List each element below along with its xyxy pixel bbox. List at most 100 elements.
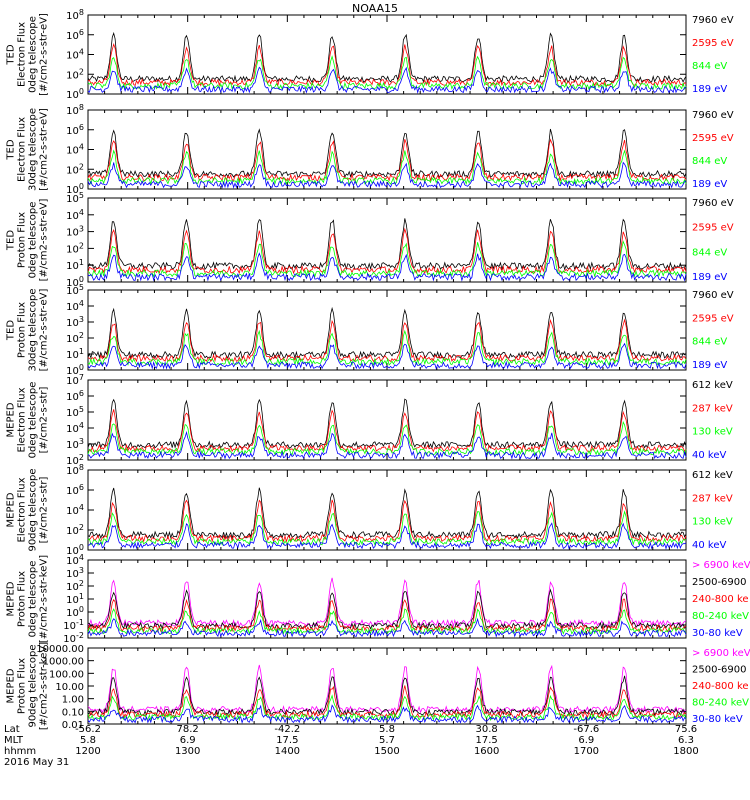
y-tick-label: 102 <box>66 453 84 467</box>
y-axis-title: MEPEDProton Flux90deg telescope[#/cm2-s-… <box>6 642 50 730</box>
y-tick-label: 1000.00 <box>43 657 84 668</box>
x-tick-label-hhmm: 1200 <box>75 746 100 757</box>
legend-entry: > 6900 keV <box>692 648 750 659</box>
legend-entry: 240-800 ke <box>692 681 749 692</box>
y-tick-label: 101 <box>66 347 84 361</box>
series-trace-5 <box>87 704 687 724</box>
legend-entry: 2500-6900 <box>692 665 747 676</box>
legend-entry: 189 eV <box>692 272 727 283</box>
figure-title: NOAA15 <box>352 2 398 15</box>
y-tick-label: 102 <box>66 241 84 255</box>
y-tick-label: 100.00 <box>49 669 84 680</box>
series-trace-2 <box>87 409 687 453</box>
x-tick-label-mlt: 6.3 <box>678 735 694 746</box>
x-tick-label-lat: -67.6 <box>573 724 599 735</box>
x-tick-label-mlt: 5.8 <box>80 735 96 746</box>
y-axis-title: MEPEDProton Flux0deg telescope[#/cm2-s-s… <box>6 555 50 643</box>
series-trace-3 <box>87 598 687 633</box>
panel-5: 107 106 105 104 103 102 MEPEDElectron Flux0deg… <box>6 373 733 467</box>
series-trace-2 <box>87 675 687 717</box>
legend-entry: 287 keV <box>692 403 733 414</box>
y-axis-title: TEDProton Flux0deg telescope[#/cm2-s-str… <box>6 199 50 282</box>
legend-entry: 30-80 keV <box>692 714 743 725</box>
y-tick-label: 1.00 <box>62 695 84 706</box>
y-tick-label: 0.10 <box>62 707 84 718</box>
legend-entry: > 6900 keV <box>692 560 750 571</box>
y-tick-label: 100 <box>66 543 84 557</box>
y-tick-label: 104 <box>66 208 84 222</box>
x-tick-label-hhmm: 1400 <box>275 746 300 757</box>
series-trace-3 <box>87 685 687 719</box>
legend-entry: 2595 eV <box>692 38 734 49</box>
x-row-label-hhmm: hhmm <box>4 746 36 757</box>
y-tick-label: 100 <box>66 275 84 289</box>
series-trace-1 <box>87 398 687 450</box>
y-tick-label: 104 <box>66 299 84 313</box>
legend-entry: 80-240 keV <box>692 611 749 622</box>
x-tick-label-lat: 30.8 <box>476 724 498 735</box>
y-tick-label: 102 <box>66 162 84 176</box>
series-trace-1 <box>87 218 687 271</box>
legend-entry: 80-240 keV <box>692 698 749 709</box>
series-trace-3 <box>87 55 687 91</box>
x-tick-label-lat: -56.2 <box>75 724 101 735</box>
series-trace-4 <box>87 342 687 370</box>
x-row-label-lat: Lat <box>4 724 20 735</box>
series-trace-3 <box>87 240 687 278</box>
legend-entry: 2595 eV <box>692 133 734 144</box>
x-tick-label-hhmm: 1600 <box>474 746 499 757</box>
series-trace-4 <box>87 430 687 460</box>
series-trace-1 <box>87 577 687 628</box>
y-tick-label: 108 <box>66 463 84 477</box>
series-trace-2 <box>87 42 687 87</box>
legend-entry: 7960 eV <box>692 198 734 209</box>
legend-entry: 7960 eV <box>692 290 734 301</box>
legend-entry: 30-80 keV <box>692 628 743 639</box>
y-tick-label: 10-2 <box>63 631 84 645</box>
legend-entry: 189 eV <box>692 360 727 371</box>
x-tick-label-mlt: 5.7 <box>379 735 395 746</box>
y-tick-label: 106 <box>66 28 84 42</box>
y-tick-label: 10.00 <box>55 682 84 693</box>
y-tick-label: 100 <box>66 363 84 377</box>
series-trace-4 <box>87 608 687 636</box>
x-tick-label-mlt: 6.9 <box>180 735 196 746</box>
series-trace-5 <box>87 617 687 638</box>
series-trace-1 <box>87 487 687 540</box>
y-tick-label: 102 <box>66 579 84 593</box>
y-tick-label: 10-1 <box>63 618 84 632</box>
legend-entry: 40 keV <box>692 540 726 551</box>
series-trace-2 <box>87 138 687 183</box>
legend-entry: 844 eV <box>692 337 727 348</box>
series-trace-4 <box>87 161 687 189</box>
legend-entry: 844 eV <box>692 61 727 72</box>
panel-2: 108 106 104 102 100 TEDElectron Flux30deg tel… <box>6 103 734 196</box>
y-tick-label: 106 <box>66 483 84 497</box>
y-tick-label: 0.01 <box>62 720 84 731</box>
legend-entry: 40 keV <box>692 450 726 461</box>
legend-entry: 612 keV <box>692 470 733 481</box>
x-tick-label-lat: 5.8 <box>379 724 395 735</box>
y-axis-title: MEPEDElectron Flux90deg telescope[#/cm2-… <box>6 468 50 551</box>
x-row-label-mlt: MLT <box>4 735 24 746</box>
series-trace-2 <box>87 588 687 631</box>
y-axis-title: MEPEDElectron Flux0deg telescope[#/cm2-s… <box>6 382 50 459</box>
y-tick-label: 108 <box>66 8 84 22</box>
series-trace-1 <box>87 306 687 360</box>
x-tick-label-hhmm: 1300 <box>175 746 200 757</box>
legend-entry: 130 keV <box>692 517 733 528</box>
series-trace-3 <box>87 329 687 367</box>
y-tick-label: 101 <box>66 592 84 606</box>
x-tick-label-lat: 75.6 <box>675 724 697 735</box>
series-trace-4 <box>87 66 687 94</box>
x-tick-label-hhmm: 1800 <box>673 746 698 757</box>
x-tick-label-hhmm: 1500 <box>374 746 399 757</box>
series-trace-3 <box>87 149 687 186</box>
legend-entry: 287 keV <box>692 493 733 504</box>
series-trace-4 <box>87 522 687 550</box>
y-tick-label: 100 <box>66 605 84 619</box>
panel-6: 108 106 104 102 100 MEPEDElectron Flux90deg t… <box>6 463 733 557</box>
series-trace-3 <box>87 420 687 457</box>
legend-entry: 189 eV <box>692 84 727 95</box>
y-tick-label: 103 <box>66 566 84 580</box>
